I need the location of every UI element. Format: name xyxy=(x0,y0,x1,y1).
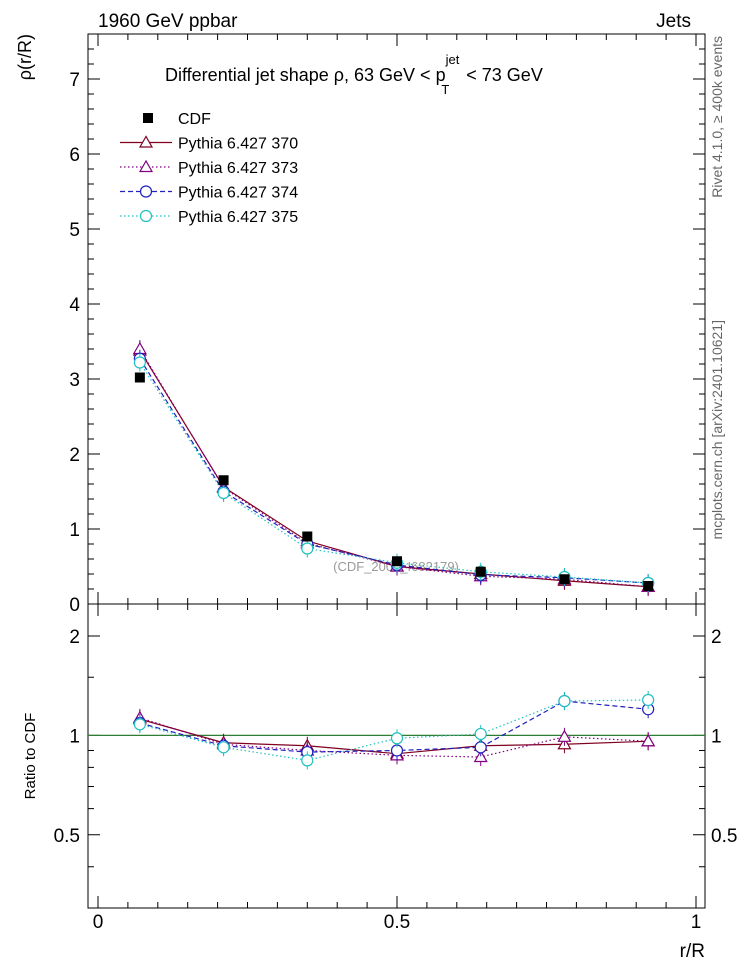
cdf-data-point xyxy=(302,531,313,542)
chart-title: Differential jet shape ρ, 63 GeV < pjet T… xyxy=(165,52,543,97)
y-tick-label: 2 xyxy=(69,445,80,466)
series-ratio-point xyxy=(558,695,571,708)
cdf-data-point xyxy=(643,581,654,591)
data-layer xyxy=(134,372,654,591)
rivet-version-label: Rivet 4.1.0, ≥ 400k events xyxy=(709,36,725,198)
cdf-data-point xyxy=(392,556,402,567)
x-tick-label: 1 xyxy=(691,912,702,933)
ratio-tick-label-right: 0.5 xyxy=(711,826,737,847)
ratio-tick-label-right: 1 xyxy=(711,726,722,747)
y-tick-label: 4 xyxy=(69,295,80,316)
y-tick-label: 7 xyxy=(69,70,80,91)
cdf-data-point xyxy=(475,566,486,577)
ratio-axis-label: Ratio to CDF xyxy=(22,713,39,800)
legend-cdf-marker xyxy=(143,113,153,123)
series-ratio-point xyxy=(474,741,487,754)
series-layer xyxy=(132,340,656,770)
series-line xyxy=(139,350,649,588)
series-point xyxy=(217,486,230,500)
header-left: 1960 GeV ppbar xyxy=(98,11,238,32)
legend-label: Pythia 6.427 374 xyxy=(178,185,298,202)
series-ratio-point xyxy=(642,693,655,707)
series-2 xyxy=(133,349,655,762)
legend: CDF Pythia 6.427 370 Pythia 6.427 373 Pythi… xyxy=(120,111,298,226)
series-point xyxy=(301,542,314,555)
ratio-tick-label-right: 2 xyxy=(711,627,722,648)
axis-ticks: 0 1 2 3 4 5 6 7 0 0.5 1 0.5 0.5 1 1 2 2 xyxy=(54,34,737,933)
series-ratio-point xyxy=(301,754,314,767)
x-tick-label: 0 xyxy=(93,912,104,933)
ratio-tick-label: 2 xyxy=(69,627,80,648)
y-tick-label: 5 xyxy=(69,220,80,241)
ratio-tick-label: 0.5 xyxy=(54,826,80,847)
series-0 xyxy=(132,341,656,763)
x-axis-label: r/R xyxy=(680,941,705,962)
legend-label: Pythia 6.427 375 xyxy=(178,209,298,226)
legend-label: Pythia 6.427 373 xyxy=(178,160,298,177)
series-point xyxy=(133,356,146,369)
y-axis-label: ρ(r/R) xyxy=(15,34,35,80)
legend-marker xyxy=(139,209,153,223)
cdf-data-point xyxy=(218,475,229,486)
y-tick-label: 0 xyxy=(69,595,80,616)
cdf-data-point xyxy=(559,574,570,585)
series-line xyxy=(139,362,649,584)
legend-marker xyxy=(138,159,154,173)
x-tick-label: 0.5 xyxy=(384,912,410,933)
series-ratio-point xyxy=(557,729,572,742)
series-line xyxy=(139,348,649,588)
cdf-data-point xyxy=(134,372,145,383)
ratio-tick-label: 1 xyxy=(69,726,80,747)
y-tick-label: 6 xyxy=(69,145,80,166)
series-line xyxy=(139,358,649,584)
legend-marker xyxy=(139,185,153,198)
header-right: Jets xyxy=(656,11,691,32)
series-ratio-point xyxy=(474,727,487,741)
mcplots-label: mcplots.cern.ch [arXiv:2401.10621] xyxy=(709,320,725,539)
series-ratio-point xyxy=(641,734,656,747)
legend-marker xyxy=(138,135,154,148)
series-ratio-point xyxy=(217,741,230,754)
series-ratio-point xyxy=(133,718,146,731)
series-ratio-point xyxy=(390,732,404,745)
y-tick-label: 1 xyxy=(69,520,80,541)
legend-cdf-label: CDF xyxy=(178,111,211,128)
y-tick-label: 3 xyxy=(69,370,80,391)
legend-label: Pythia 6.427 370 xyxy=(178,136,298,153)
